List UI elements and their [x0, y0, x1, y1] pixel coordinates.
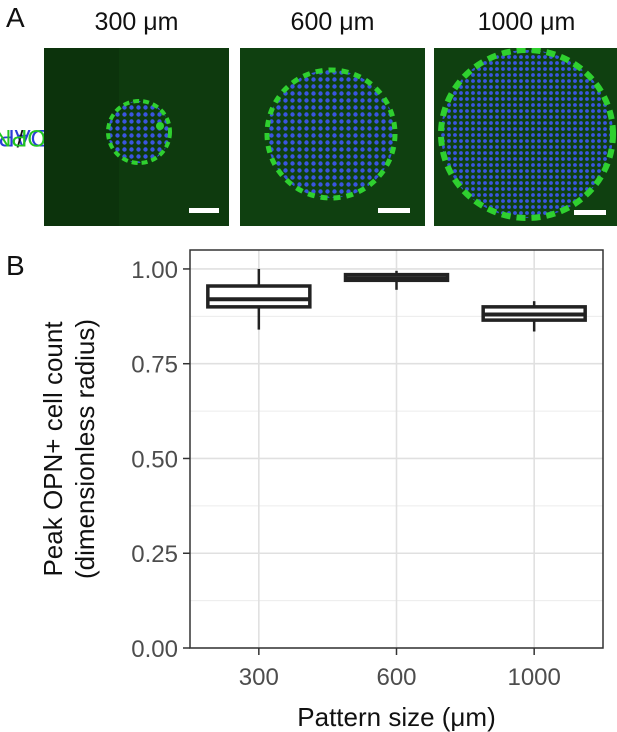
colony-600	[267, 70, 395, 198]
y-axis-title-line: (dimensionless radius)	[70, 319, 100, 579]
y-tick-label: 1.00	[131, 257, 178, 284]
x-tick-label: 1000	[507, 664, 560, 691]
micrograph-300	[44, 48, 229, 226]
y-tick-label: 0.00	[131, 636, 178, 663]
image-title-1000: 1000 μm	[477, 8, 576, 36]
y-axis-title-line: Peak OPN+ cell count	[38, 321, 68, 577]
x-axis-title: Pattern size (μm)	[297, 702, 495, 732]
box-plot: 0.00 0.25 0.50 0.75 1.00 300 600 1000 Pattern si…	[38, 249, 604, 732]
plot-border	[189, 249, 604, 649]
opn-label: OPN	[0, 124, 47, 151]
y-axis-title: Peak OPN+ cell count(dimensionless radiu…	[38, 319, 100, 579]
colony-300	[108, 101, 170, 163]
image-title-600: 600 μm	[290, 8, 375, 36]
axes	[183, 249, 604, 655]
boxes	[206, 268, 587, 332]
scale-bar	[189, 208, 219, 213]
x-tick-label: 300	[239, 664, 279, 691]
x-tick-label: 600	[376, 664, 416, 691]
y-tick-label: 0.50	[131, 446, 178, 473]
y-tick-label: 0.75	[131, 352, 178, 379]
micrograph-600	[240, 48, 425, 226]
colony-1000	[441, 50, 613, 218]
box-300	[206, 284, 312, 309]
panel-b-letter: B	[6, 250, 25, 281]
image-title-300: 300 μm	[94, 8, 179, 36]
micrograph-1000	[434, 48, 617, 226]
labels: 0.00 0.25 0.50 0.75 1.00 300 600 1000 Pattern si…	[38, 257, 561, 732]
y-tick-label: 0.25	[131, 541, 178, 568]
panel-a-letter: A	[6, 2, 25, 33]
